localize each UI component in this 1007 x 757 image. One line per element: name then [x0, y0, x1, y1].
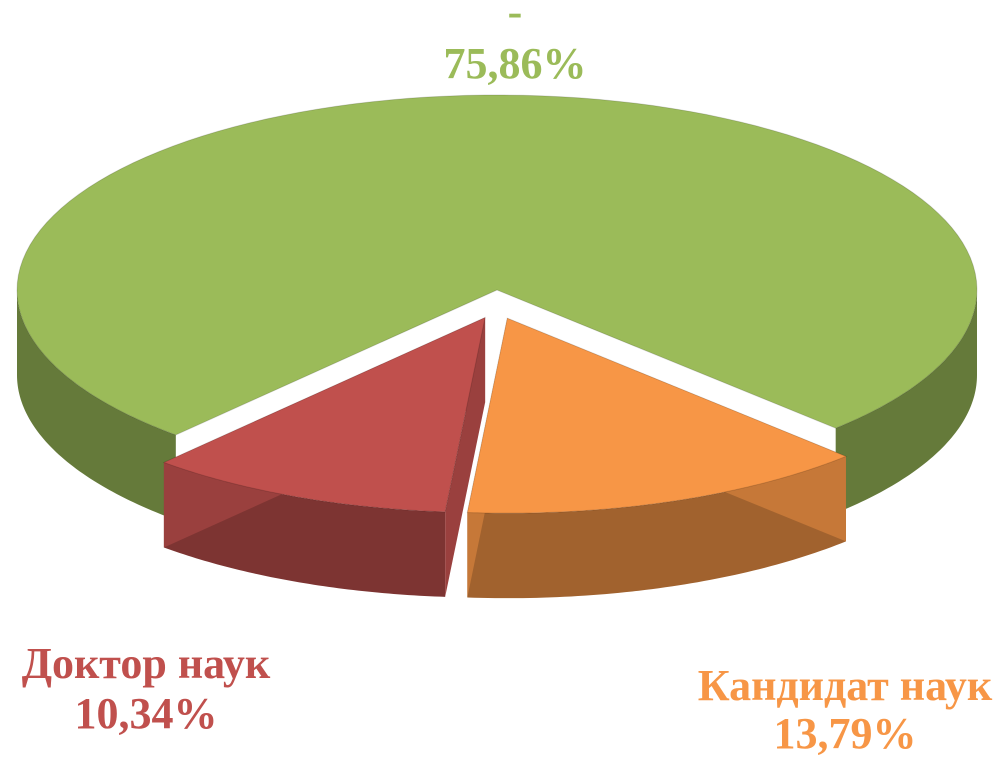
slice [16, 94, 978, 436]
slice-value-label: 13,79% [774, 709, 917, 757]
slice-label: Кандидат наук [698, 661, 993, 710]
slice [466, 317, 848, 514]
pie [16, 94, 978, 599]
slice [162, 316, 486, 513]
slice-label: - [508, 0, 523, 36]
slice-value-label: 75,86% [444, 39, 587, 88]
slice-value-label: 10,34% [75, 689, 218, 738]
slice-label: Доктор наук [22, 639, 271, 688]
slice-side [835, 290, 977, 514]
slice-side [17, 290, 176, 520]
